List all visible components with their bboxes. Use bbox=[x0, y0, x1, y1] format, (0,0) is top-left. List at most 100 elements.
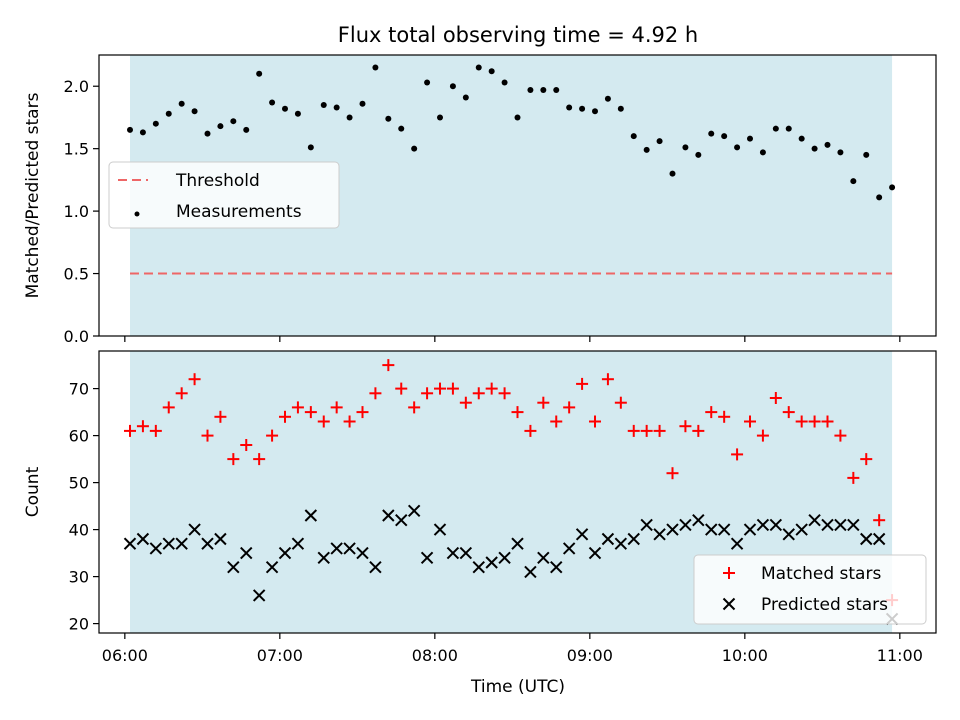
marker-x-b bbox=[769, 518, 783, 532]
marker-dot bbox=[501, 79, 508, 86]
y-axis-label: Count bbox=[23, 466, 43, 517]
x-tick-label: 06:00 bbox=[102, 646, 148, 665]
marker-x bbox=[588, 546, 602, 560]
marker-dot bbox=[527, 86, 534, 93]
x-tick-label: 11:00 bbox=[877, 646, 923, 665]
y-tick-label: 50 bbox=[69, 474, 89, 493]
marker-dot bbox=[721, 133, 728, 140]
marker-x bbox=[162, 537, 175, 550]
marker-x-b bbox=[162, 537, 175, 550]
marker-x bbox=[717, 523, 731, 536]
marker-x bbox=[136, 532, 150, 546]
series-x bbox=[123, 504, 899, 626]
marker-x-b bbox=[601, 532, 615, 546]
y-tick-label: 0.5 bbox=[64, 265, 89, 284]
marker-x bbox=[575, 528, 589, 541]
marker-plus bbox=[679, 420, 692, 433]
marker-x-b bbox=[860, 532, 873, 546]
marker-plus bbox=[149, 424, 162, 437]
x-tick-label: 07:00 bbox=[257, 646, 303, 665]
marker-plus bbox=[731, 448, 744, 461]
marker-x bbox=[550, 560, 563, 574]
marker-plus bbox=[524, 424, 537, 437]
x-tick-label: 09:00 bbox=[567, 646, 613, 665]
marker-dot bbox=[346, 114, 353, 121]
marker-x bbox=[808, 513, 821, 527]
marker-plus bbox=[408, 401, 421, 414]
marker-x bbox=[847, 518, 860, 532]
marker-dot bbox=[475, 64, 482, 71]
marker-dot bbox=[695, 151, 702, 158]
marker-dot bbox=[462, 94, 469, 101]
marker-x-b bbox=[201, 537, 214, 550]
marker-dot bbox=[269, 99, 276, 106]
marker-dot bbox=[579, 105, 586, 112]
marker-x-b bbox=[265, 560, 279, 574]
marker-x-b bbox=[304, 509, 318, 522]
marker-x-b bbox=[705, 523, 718, 536]
marker-x bbox=[860, 532, 873, 546]
marker-x bbox=[485, 556, 498, 569]
marker-x-b bbox=[562, 542, 576, 555]
marker-x-b bbox=[722, 597, 736, 611]
marker-x bbox=[123, 537, 137, 550]
marker-x-b bbox=[756, 518, 770, 532]
marker-dot bbox=[320, 101, 327, 108]
marker-x bbox=[722, 597, 736, 611]
marker-plus bbox=[459, 396, 472, 409]
marker-x-b bbox=[743, 523, 757, 536]
x-axis-label: Time (UTC) bbox=[470, 677, 565, 697]
marker-x-b bbox=[446, 546, 460, 560]
marker-dot bbox=[682, 144, 689, 151]
legend: Matched stars Predicted stars bbox=[693, 554, 927, 625]
marker-dot bbox=[837, 149, 844, 156]
marker-x bbox=[537, 551, 550, 565]
y-tick-label: 30 bbox=[69, 568, 89, 587]
marker-x-b bbox=[730, 537, 744, 550]
marker-dot bbox=[863, 151, 870, 158]
y-tick-label: 40 bbox=[69, 521, 89, 540]
marker-x bbox=[265, 560, 279, 574]
marker-x bbox=[369, 560, 382, 574]
marker-x bbox=[278, 546, 292, 560]
marker-plus bbox=[692, 424, 705, 437]
marker-plus bbox=[369, 387, 382, 400]
marker-dot bbox=[488, 68, 495, 75]
marker-x-b bbox=[395, 513, 408, 527]
marker-plus bbox=[446, 382, 459, 395]
marker-x bbox=[821, 518, 834, 532]
marker-x-b bbox=[511, 537, 524, 550]
marker-x bbox=[330, 542, 343, 555]
marker-x bbox=[407, 504, 421, 518]
marker-x-b bbox=[821, 518, 834, 532]
y-tick-label: 1.0 bbox=[64, 202, 89, 221]
marker-dot bbox=[824, 141, 831, 148]
marker-x-b bbox=[627, 532, 640, 546]
marker-x bbox=[291, 537, 305, 550]
marker-plus bbox=[498, 387, 511, 400]
marker-x bbox=[201, 537, 214, 550]
marker-plus bbox=[718, 410, 731, 423]
y-tick-label: 0.0 bbox=[64, 327, 89, 346]
marker-x bbox=[692, 513, 705, 527]
series-dot bbox=[127, 64, 896, 201]
marker-dot bbox=[385, 115, 392, 122]
marker-dot bbox=[566, 104, 573, 111]
marker-plus bbox=[640, 424, 653, 437]
marker-plus bbox=[291, 401, 304, 414]
marker-dot bbox=[669, 170, 676, 177]
marker-dot bbox=[798, 135, 805, 142]
marker-dot bbox=[191, 108, 198, 115]
marker-dot bbox=[785, 125, 792, 132]
marker-dot bbox=[243, 126, 250, 133]
marker-x bbox=[601, 532, 615, 546]
marker-dot bbox=[592, 108, 598, 115]
marker-x bbox=[252, 589, 266, 602]
marker-x-b bbox=[550, 560, 563, 574]
marker-x-b bbox=[227, 560, 240, 574]
marker-dot bbox=[294, 110, 301, 117]
marker-dot bbox=[230, 118, 237, 125]
marker-x-b bbox=[524, 565, 537, 579]
marker-dot bbox=[204, 130, 211, 137]
marker-plus bbox=[188, 373, 201, 386]
